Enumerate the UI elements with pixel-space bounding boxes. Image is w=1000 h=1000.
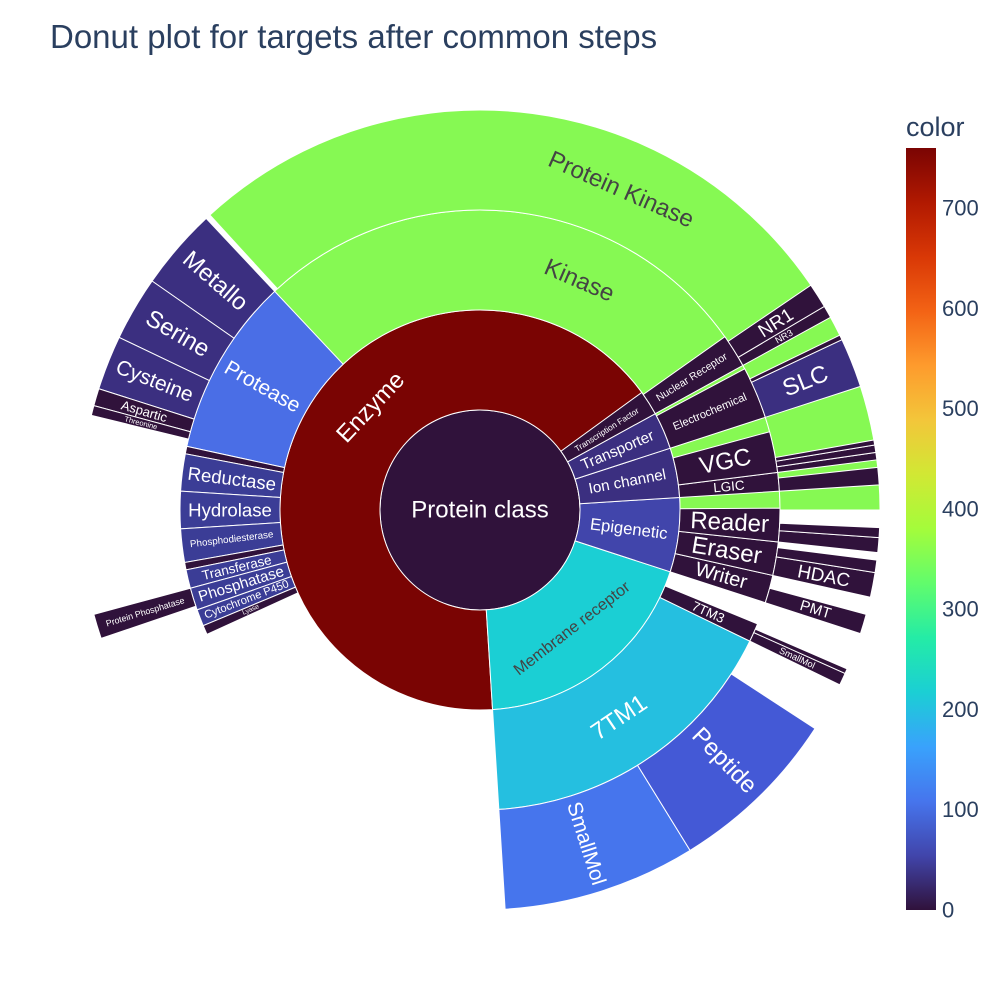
sector-hydrolase[interactable] (179, 490, 281, 530)
sector-vgc[interactable] (672, 431, 779, 486)
label-protein-class: Protein class (411, 497, 548, 524)
sector-reader[interactable] (678, 507, 781, 543)
sector-slc[interactable] (750, 339, 862, 418)
sector-unnamed[interactable] (749, 334, 843, 383)
label-hydrolase: Hydrolase (188, 500, 272, 521)
colorbar: color 0 100 200 300 400 500 600 700 (906, 112, 979, 923)
sector-reductase[interactable] (180, 453, 285, 498)
colorbar-gradient (906, 148, 936, 910)
sector-metallo[interactable] (151, 217, 276, 339)
sector-threonine[interactable] (90, 405, 191, 440)
sector-unnamed[interactable] (774, 439, 876, 462)
label-lgic: LGIC (713, 478, 746, 496)
sector-hdac[interactable] (772, 556, 876, 598)
colorbar-tick-label: 700 (942, 196, 979, 221)
colorbar-tick-label: 100 (942, 797, 979, 822)
colorbar-tick-label: 400 (942, 496, 979, 521)
sector-pmt[interactable] (764, 587, 867, 635)
sector-lyase[interactable] (202, 586, 299, 635)
sector-aspartic[interactable] (93, 388, 195, 433)
sector-peptide[interactable] (636, 673, 816, 852)
colorbar-tick-label: 0 (942, 898, 954, 923)
sector-smallmol[interactable] (498, 764, 691, 910)
sector-cytochrome-p450[interactable] (196, 575, 297, 627)
sector-smallmol[interactable] (749, 631, 846, 686)
sector-writer[interactable] (669, 553, 774, 604)
sector-unnamed[interactable] (778, 522, 881, 539)
colorbar-tick-label: 600 (942, 296, 979, 321)
label-reader: Reader (690, 507, 770, 538)
sector-unnamed[interactable] (777, 466, 880, 492)
sunburst-sectors (90, 109, 881, 910)
colorbar-tick-label: 300 (942, 597, 979, 622)
sector-unnamed[interactable] (753, 628, 848, 675)
sector-serine[interactable] (118, 280, 235, 382)
label-pmt: PMT (798, 597, 833, 622)
chart-title: Donut plot for targets after common step… (50, 18, 658, 55)
sector-cysteine[interactable] (98, 336, 211, 420)
sector-nr1[interactable] (727, 284, 825, 358)
colorbar-tick-label: 500 (942, 396, 979, 421)
sector-nr3[interactable] (737, 305, 832, 367)
colorbar-title: color (906, 112, 965, 142)
sector-phosphodiesterase[interactable] (180, 522, 284, 564)
sector-protein-phosphatase[interactable] (93, 587, 197, 640)
sector-unnamed[interactable] (775, 547, 878, 574)
colorbar-tick-label: 200 (942, 697, 979, 722)
sector-transferase[interactable] (185, 549, 288, 589)
